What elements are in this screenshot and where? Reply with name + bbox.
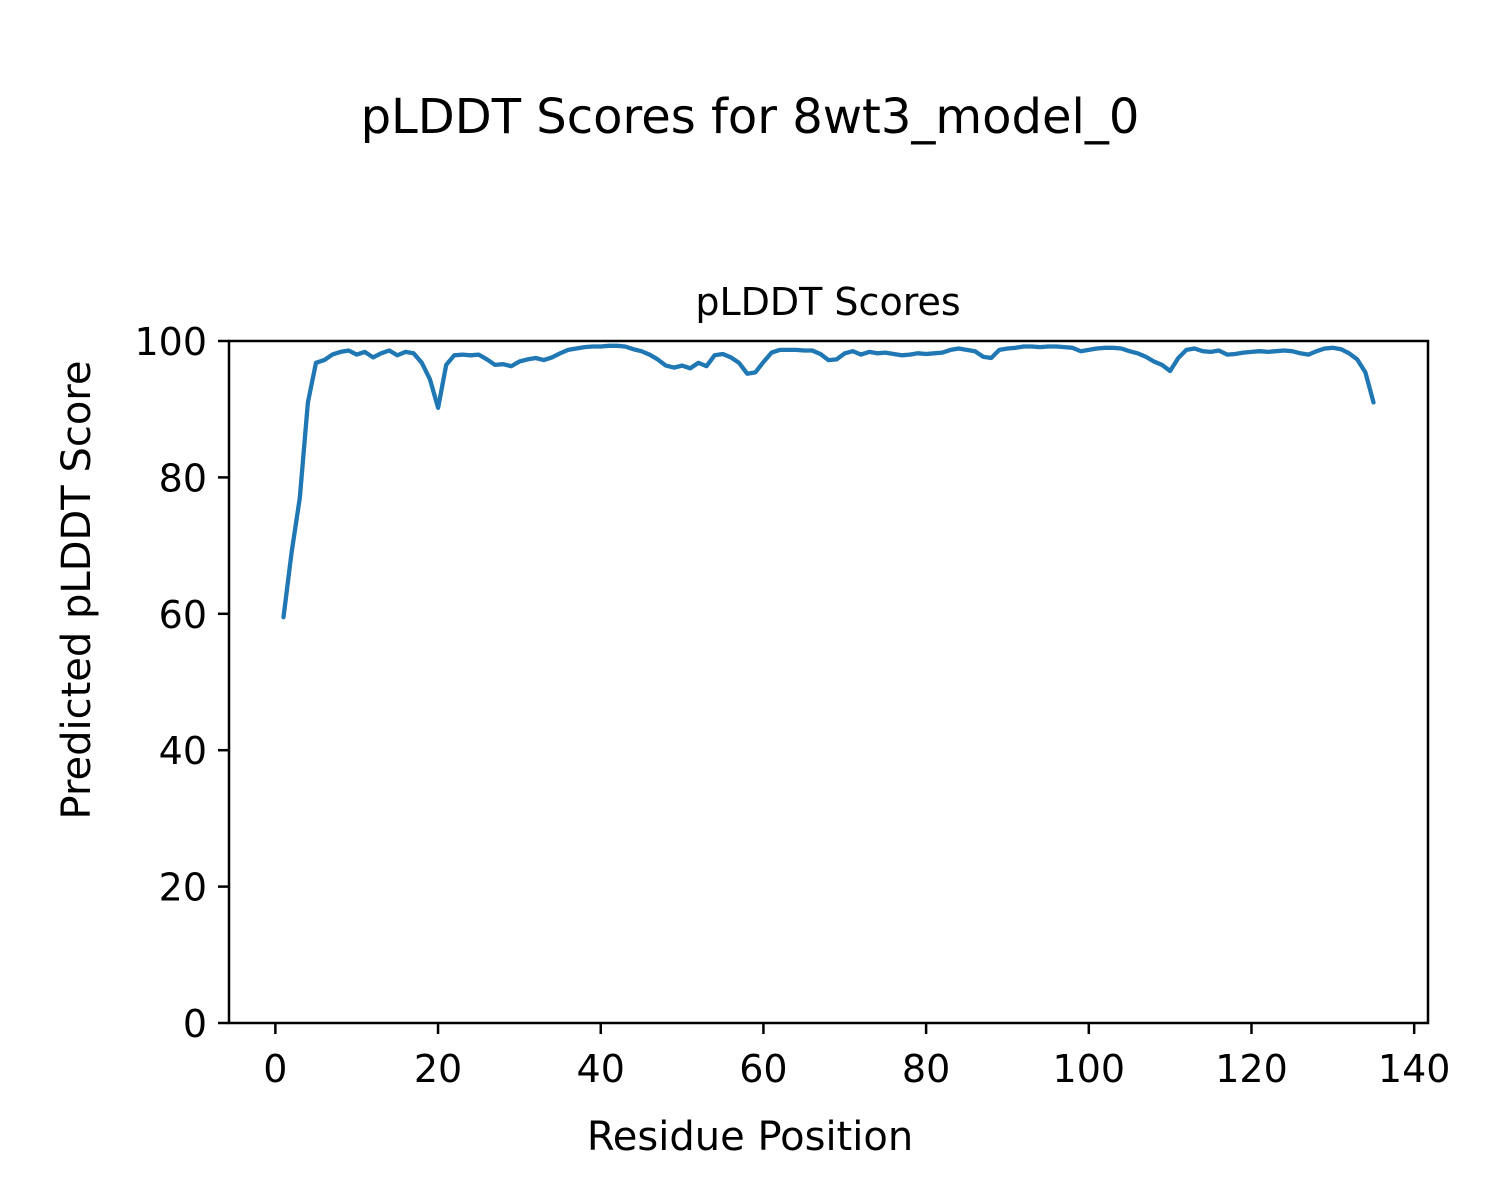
x-tick-label: 100 <box>1053 1047 1126 1091</box>
x-axis-ticks: 0 20 40 60 80 100 120 140 <box>263 1023 1450 1091</box>
y-tick-label: 20 <box>159 866 207 910</box>
figure-suptitle: pLDDT Scores for 8wt3_model_0 <box>361 89 1140 145</box>
y-tick-label: 60 <box>159 593 207 637</box>
x-tick-label: 40 <box>577 1047 625 1091</box>
x-tick-label: 60 <box>739 1047 787 1091</box>
y-tick-label: 80 <box>159 456 207 500</box>
x-tick-label: 0 <box>263 1047 287 1091</box>
x-axis-label: Residue Position <box>587 1114 913 1160</box>
x-tick-label: 80 <box>902 1047 950 1091</box>
axes-title: pLDDT Scores <box>695 280 960 324</box>
y-axis-label: Predicted pLDDT Score <box>54 361 100 820</box>
plddt-line-series <box>281 343 1376 620</box>
y-axis-ticks: 0 20 40 60 80 100 <box>134 320 229 1046</box>
x-tick-label: 140 <box>1378 1047 1451 1091</box>
x-tick-label: 20 <box>414 1047 462 1091</box>
y-tick-label: 40 <box>159 729 207 773</box>
y-tick-label: 0 <box>183 1002 207 1046</box>
x-tick-label: 120 <box>1215 1047 1288 1091</box>
axes-spines <box>227 339 1430 1025</box>
y-tick-label: 100 <box>134 320 207 364</box>
